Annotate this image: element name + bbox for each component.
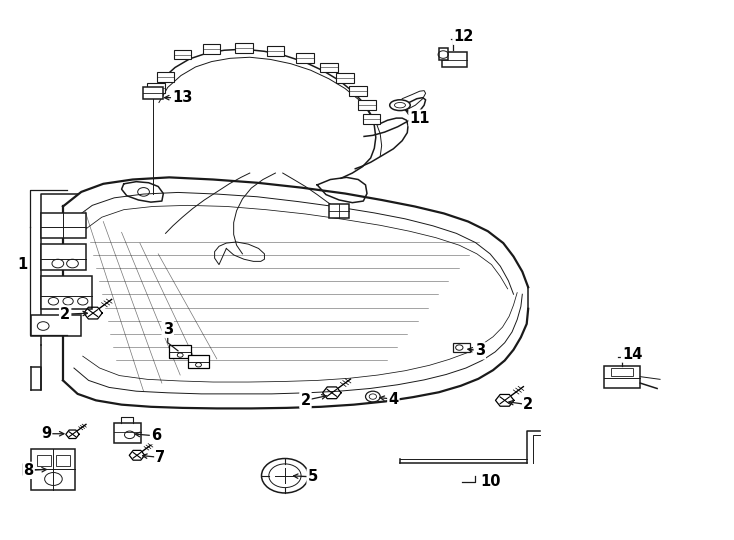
Text: 3: 3 [163, 322, 172, 337]
Text: 14: 14 [622, 347, 642, 361]
FancyBboxPatch shape [296, 53, 313, 63]
FancyBboxPatch shape [114, 423, 142, 443]
FancyBboxPatch shape [358, 100, 376, 110]
FancyBboxPatch shape [203, 44, 220, 54]
Text: 12: 12 [454, 29, 474, 44]
FancyBboxPatch shape [439, 48, 448, 60]
FancyBboxPatch shape [336, 73, 354, 83]
FancyBboxPatch shape [454, 343, 470, 352]
FancyBboxPatch shape [363, 114, 380, 124]
FancyBboxPatch shape [349, 86, 367, 96]
FancyBboxPatch shape [442, 52, 468, 68]
FancyBboxPatch shape [37, 455, 51, 466]
Text: 10: 10 [480, 474, 501, 489]
Text: 7: 7 [156, 450, 165, 465]
Text: 6: 6 [151, 428, 161, 443]
Text: 13: 13 [172, 90, 192, 105]
FancyBboxPatch shape [603, 366, 640, 388]
FancyBboxPatch shape [266, 46, 284, 56]
FancyBboxPatch shape [235, 43, 252, 53]
FancyBboxPatch shape [41, 244, 87, 270]
FancyBboxPatch shape [32, 315, 81, 336]
Ellipse shape [394, 103, 405, 108]
Text: 2: 2 [523, 397, 533, 412]
FancyBboxPatch shape [148, 83, 165, 93]
FancyBboxPatch shape [157, 72, 174, 82]
FancyBboxPatch shape [173, 50, 191, 59]
FancyBboxPatch shape [320, 63, 338, 72]
Text: 2: 2 [60, 307, 70, 322]
FancyBboxPatch shape [32, 449, 76, 490]
Text: 1: 1 [18, 257, 28, 272]
Text: 9: 9 [41, 426, 51, 441]
Ellipse shape [390, 100, 410, 111]
FancyBboxPatch shape [170, 346, 191, 359]
FancyBboxPatch shape [329, 204, 349, 218]
FancyBboxPatch shape [57, 455, 70, 466]
FancyBboxPatch shape [611, 368, 633, 375]
FancyBboxPatch shape [143, 87, 164, 99]
Text: 11: 11 [410, 111, 430, 126]
Text: 4: 4 [388, 392, 399, 407]
Text: 3: 3 [475, 343, 485, 359]
Text: 2: 2 [300, 393, 310, 408]
Text: 5: 5 [308, 469, 318, 484]
FancyBboxPatch shape [187, 355, 209, 368]
FancyBboxPatch shape [41, 276, 92, 309]
FancyBboxPatch shape [41, 213, 87, 238]
Text: 8: 8 [23, 463, 34, 478]
